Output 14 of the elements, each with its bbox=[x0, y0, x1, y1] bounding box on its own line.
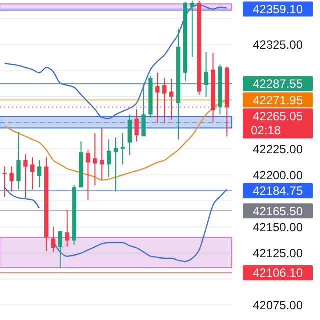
ref-line-label: 42265.05 bbox=[252, 109, 304, 124]
ref-line-label: 42184.75 bbox=[252, 184, 304, 198]
y-tick-label: 42200.00 bbox=[252, 168, 304, 182]
y-tick-label: 42150.00 bbox=[252, 220, 304, 234]
y-tick-label: 42325.00 bbox=[252, 38, 304, 52]
ref-line-label: 42106.10 bbox=[252, 266, 304, 280]
ref-line-label: 42359.10 bbox=[252, 2, 304, 16]
text: 02:18 bbox=[251, 123, 282, 138]
ref-line-label: 42287.55 bbox=[252, 77, 304, 92]
y-tick-label: 42225.00 bbox=[252, 142, 304, 156]
ref-line-label: 42271.95 bbox=[252, 93, 304, 108]
y-tick-label: 42125.00 bbox=[252, 246, 304, 260]
y-tick-label: 42075.00 bbox=[252, 298, 304, 313]
ref-line-label: 42165.50 bbox=[252, 204, 304, 218]
